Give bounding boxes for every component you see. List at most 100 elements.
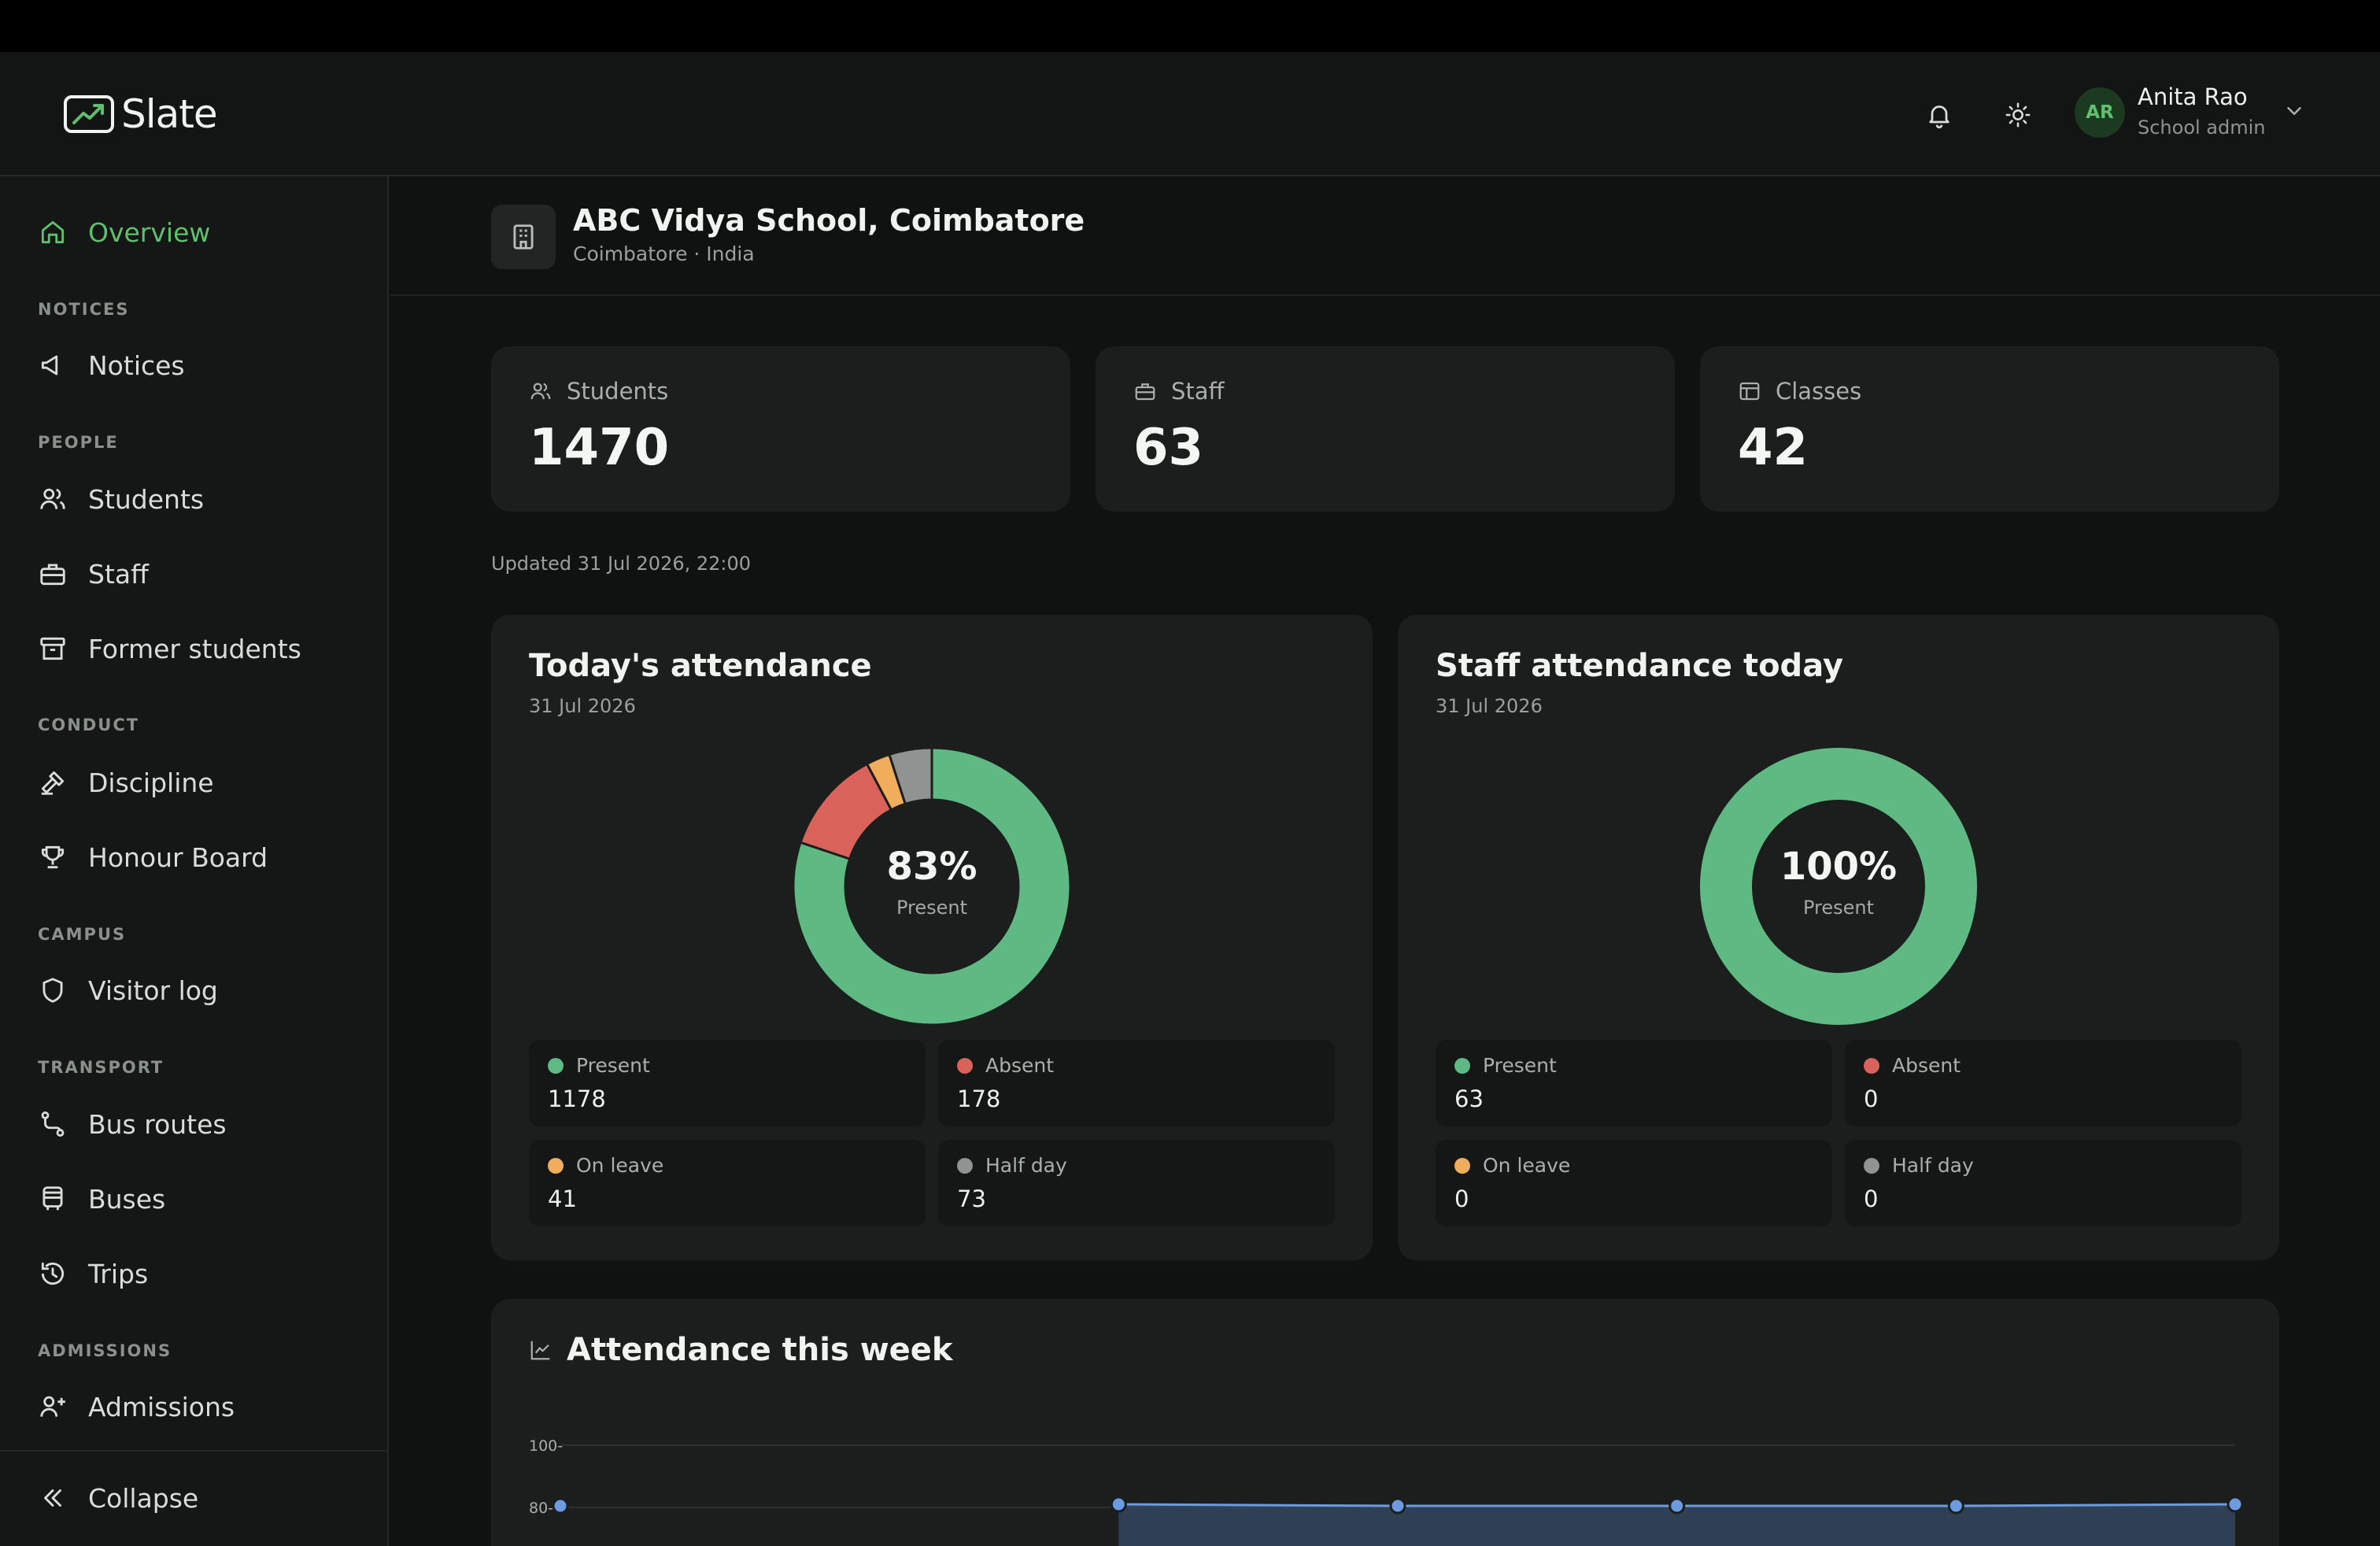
user-avatar[interactable]: AR: [2075, 87, 2125, 138]
sidebar-item-former-students[interactable]: Former students: [38, 625, 301, 672]
theme-toggle-button[interactable]: [1994, 91, 2042, 139]
y-tick-label: 80-: [529, 1500, 553, 1517]
sidebar-item-label: Admissions: [88, 1391, 235, 1422]
sidebar-item-label: Bus routes: [88, 1108, 227, 1140]
sidebar-item-honour-board[interactable]: Honour Board: [38, 834, 268, 881]
user-plus-icon: [40, 1396, 65, 1417]
section-transport: TRANSPORT: [38, 1058, 164, 1077]
sidebar-item-admissions[interactable]: Admissions: [38, 1383, 235, 1430]
donut-label: Present: [896, 897, 968, 919]
on-leave-dot: [548, 1157, 564, 1174]
sidebar-item-label: Students: [88, 483, 205, 515]
stat-card-students[interactable]: Students 1470: [491, 346, 1070, 512]
chevron-down-icon[interactable]: [2282, 99, 2306, 123]
legend-half-day: Half day 0: [1845, 1140, 2241, 1226]
card-date: 31 Jul 2026: [1436, 695, 1543, 717]
absent-dot: [957, 1057, 973, 1074]
bell-icon: [1929, 105, 1949, 129]
sidebar-item-discipline[interactable]: Discipline: [38, 759, 214, 806]
legend-value: 63: [1454, 1086, 1484, 1112]
legend-label-text: On leave: [576, 1154, 664, 1177]
legend-half-day: Half day 73: [938, 1140, 1335, 1226]
data-point[interactable]: [2227, 1496, 2244, 1513]
legend-on-leave: On leave 41: [529, 1140, 926, 1226]
donut-percent: 83%: [886, 845, 978, 889]
sun-icon: [2005, 102, 2031, 128]
sidebar-item-label: Visitor log: [88, 975, 218, 1006]
brand-logo[interactable]: Slate: [63, 91, 218, 137]
y-tick-label: 100-: [529, 1437, 563, 1455]
section-people: PEOPLE: [38, 433, 119, 452]
trophy-icon: [41, 845, 65, 869]
legend-present: Present 1178: [529, 1040, 926, 1126]
sidebar-item-visitor-log[interactable]: Visitor log: [38, 967, 218, 1014]
stat-card-classes[interactable]: Classes 42: [1700, 346, 2279, 512]
sidebar-item-label: Buses: [88, 1183, 166, 1215]
present-slice: [792, 746, 1072, 1026]
users-icon: [530, 383, 551, 400]
stat-value: 42: [1738, 419, 1809, 477]
legend-label: Present: [548, 1054, 650, 1077]
legend-label-text: Half day: [1892, 1154, 1974, 1177]
line-chart-icon: [530, 1341, 550, 1360]
weekly-attendance-chart: 100-80-60-: [529, 1437, 2244, 1546]
present-dot: [1454, 1057, 1470, 1074]
updated-timestamp: Updated 31 Jul 2026, 22:00: [491, 553, 752, 575]
top-header: Slate AR Anita Rao School admin: [0, 52, 2380, 176]
legend-label-text: Absent: [1892, 1054, 1961, 1077]
donut-percent: 100%: [1779, 845, 1898, 889]
user-name[interactable]: Anita Rao: [2138, 83, 2248, 110]
sidebar-item-overview[interactable]: Overview: [38, 209, 210, 256]
donut-label: Present: [1802, 897, 1875, 919]
legend-label-text: Absent: [985, 1054, 1055, 1077]
legend-absent: Absent 178: [938, 1040, 1335, 1126]
sidebar-item-bus-routes[interactable]: Bus routes: [38, 1100, 227, 1148]
attendance-card: Today's attendance 31 Jul 2026 83% Prese…: [491, 615, 1373, 1260]
bus-icon: [42, 1186, 63, 1211]
half-day-dot: [957, 1157, 973, 1174]
data-point[interactable]: [552, 1497, 569, 1515]
data-point[interactable]: [1110, 1496, 1127, 1513]
stat-label: Classes: [1738, 378, 1861, 405]
stat-value: 1470: [529, 419, 670, 477]
sidebar-item-staff[interactable]: Staff: [38, 550, 149, 597]
window-top-strip: [0, 0, 2380, 52]
card-title: Today's attendance: [529, 648, 872, 684]
data-point[interactable]: [1389, 1497, 1406, 1515]
stat-label: Students: [529, 378, 668, 405]
half-day-dot: [1864, 1157, 1879, 1174]
sidebar-item-notices[interactable]: Notices: [38, 342, 185, 389]
archive-icon: [40, 637, 65, 660]
data-point[interactable]: [1669, 1497, 1686, 1515]
school-header: ABC Vidya School, Coimbatore Coimbatore …: [390, 176, 2380, 296]
weekly-attendance-card: Attendance this week 100-80-60-: [491, 1299, 2279, 1546]
history-icon: [41, 1262, 65, 1285]
megaphone-icon: [41, 355, 58, 375]
card-title: Attendance this week: [529, 1332, 953, 1368]
notifications-button[interactable]: [1916, 91, 1963, 139]
legend-value: 73: [957, 1185, 986, 1212]
data-point[interactable]: [1947, 1497, 1964, 1515]
stat-card-staff[interactable]: Staff 63: [1096, 346, 1675, 512]
card-title-text: Attendance this week: [567, 1332, 953, 1368]
sidebar-item-trips[interactable]: Trips: [38, 1250, 148, 1297]
briefcase-icon: [1135, 383, 1155, 401]
legend-value: 178: [957, 1086, 1001, 1112]
section-admissions: ADMISSIONS: [38, 1341, 172, 1360]
legend-label: On leave: [548, 1154, 663, 1177]
legend-label: Half day: [957, 1154, 1067, 1177]
user-role: School admin: [2138, 117, 2266, 139]
sidebar-item-students[interactable]: Students: [38, 475, 204, 523]
section-notices: NOTICES: [38, 300, 130, 319]
stat-value: 63: [1133, 419, 1204, 477]
gavel-icon: [41, 771, 65, 795]
legend-absent: Absent 0: [1845, 1040, 2241, 1126]
legend-label: Present: [1454, 1054, 1557, 1077]
sidebar-item-label: Trips: [88, 1258, 149, 1289]
legend-value: 1178: [548, 1086, 606, 1112]
area-fill: [1118, 1504, 2235, 1546]
sidebar-item-buses[interactable]: Buses: [38, 1175, 165, 1222]
sidebar-divider: [0, 1450, 389, 1452]
sidebar-item-label: Overview: [88, 216, 211, 248]
collapse-button[interactable]: Collapse: [38, 1474, 198, 1522]
